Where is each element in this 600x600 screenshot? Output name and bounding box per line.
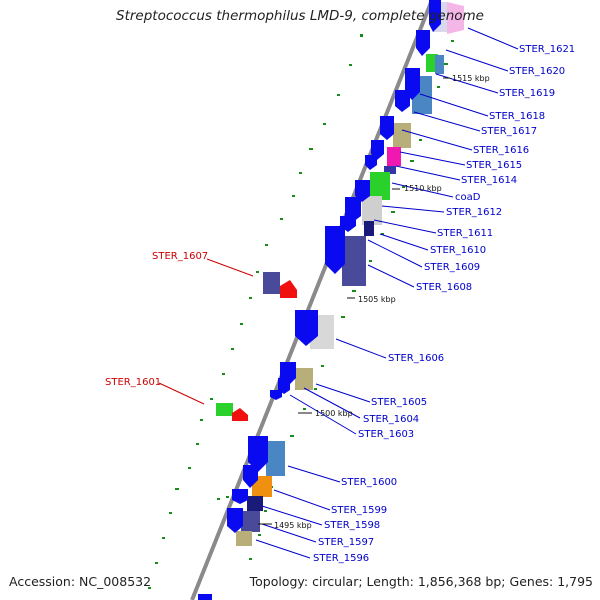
label-ster-1610[interactable]: STER_1610	[430, 245, 486, 256]
gene-coaD	[370, 172, 390, 200]
accession-text: Accession: NC_008532	[9, 574, 152, 589]
label-ster-1614[interactable]: STER_1614	[461, 175, 517, 186]
label-ster-1606[interactable]: STER_1606	[388, 353, 444, 364]
tick-label-1500: 1500 kbp	[315, 409, 353, 418]
tick-label-1505: 1505 kbp	[358, 295, 396, 304]
gene-ster-1621b	[447, 2, 464, 34]
label-ster-1598[interactable]: STER_1598	[324, 520, 380, 531]
genome-stats: Topology: circular; Length: 1,856,368 bp…	[250, 574, 593, 589]
gene-ster-1612	[362, 196, 382, 225]
label-ster-1620[interactable]: STER_1620	[509, 66, 565, 77]
label-ster-1607[interactable]: STER_1607	[152, 251, 208, 262]
label-ster-1618[interactable]: STER_1618	[489, 111, 545, 122]
gene-label-group: STER_1621 STER_1620 STER_1619 STER_1618 …	[105, 44, 575, 564]
gene-ster-1601	[232, 408, 248, 421]
gene-ster-1620b	[435, 55, 444, 74]
gene-ster-1601-green	[216, 403, 233, 416]
gene-ster-1597	[241, 511, 260, 532]
label-ster-1596[interactable]: STER_1596	[313, 553, 369, 564]
tick-marks	[258, 77, 450, 525]
label-connectors	[255, 27, 519, 559]
label-ster-1615[interactable]: STER_1615	[466, 160, 522, 171]
gene-ster-1598	[247, 496, 263, 511]
label-ster-1609[interactable]: STER_1609	[424, 262, 480, 273]
red-label-connectors	[158, 258, 254, 405]
label-ster-1604[interactable]: STER_1604	[363, 414, 419, 425]
genes-text: Genes: 1,795	[509, 574, 593, 589]
gene-ster-1607	[280, 280, 297, 298]
label-ster-1621[interactable]: STER_1621	[519, 44, 575, 55]
gene-ster-1608	[342, 236, 366, 286]
tick-label-1510: 1510 kbp	[404, 184, 442, 193]
label-ster-1617[interactable]: STER_1617	[481, 126, 537, 137]
gene-ster-1599	[252, 476, 272, 497]
gene-ster-1611	[364, 221, 374, 236]
gene-ster-1617	[393, 123, 411, 148]
label-ster-1611[interactable]: STER_1611	[437, 228, 493, 239]
label-ster-1605[interactable]: STER_1605	[371, 397, 427, 408]
label-coaD[interactable]: coaD	[455, 192, 481, 203]
gene-ster-1607-purple	[263, 272, 280, 294]
label-ster-1597[interactable]: STER_1597	[318, 537, 374, 548]
forward-genes[interactable]	[236, 2, 464, 546]
gene-ster-1596	[236, 531, 252, 546]
gc-dash-track	[148, 34, 363, 589]
label-ster-1619[interactable]: STER_1619	[499, 88, 555, 99]
label-ster-1608[interactable]: STER_1608	[416, 282, 472, 293]
tick-label-1495: 1495 kbp	[274, 521, 312, 530]
label-ster-1612[interactable]: STER_1612	[446, 207, 502, 218]
length-text: Length: 1,856,368 bp;	[366, 574, 506, 589]
label-ster-1616[interactable]: STER_1616	[473, 145, 529, 156]
label-ster-1600[interactable]: STER_1600	[341, 477, 397, 488]
label-ster-1601[interactable]: STER_1601	[105, 377, 161, 388]
map-title: Streptococcus thermophilus LMD-9, comple…	[116, 8, 484, 24]
tick-label-1515: 1515 kbp	[452, 74, 490, 83]
blue-genes[interactable]	[198, 0, 441, 600]
highlighted-genes[interactable]	[216, 272, 297, 421]
label-ster-1599[interactable]: STER_1599	[331, 505, 387, 516]
gene-ster-1615	[387, 147, 401, 166]
gene-ster-1600	[266, 441, 285, 476]
label-ster-1603[interactable]: STER_1603	[358, 429, 414, 440]
topology-text: Topology: circular;	[249, 574, 363, 589]
gene-ster-1605	[295, 368, 313, 390]
